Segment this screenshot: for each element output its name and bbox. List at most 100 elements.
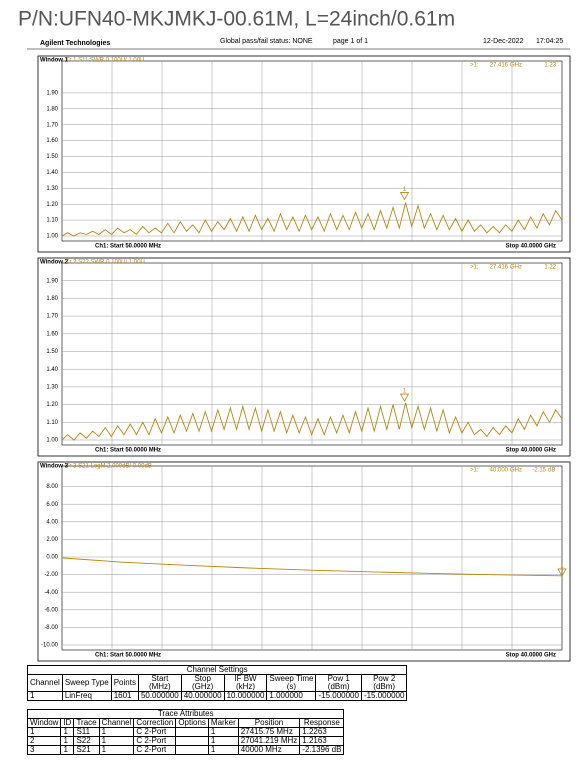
y-tick-label: 1.40 [46, 367, 58, 373]
y-tick-label: 8.00 [46, 484, 58, 490]
y-tick-label: 1.70 [46, 314, 58, 320]
window-label: Window 2 [40, 260, 69, 266]
trace-attributes-table: Trace Attributes Window ID Trace Channel Corr… [26, 709, 345, 755]
y-tick-label: 1.00 [46, 234, 58, 240]
table-cell: 1 [27, 691, 63, 701]
table-cell [175, 745, 209, 755]
date: 12-Dec-2022 [483, 38, 524, 45]
header-text: Channel [30, 678, 60, 687]
table-cell [175, 727, 209, 737]
header-text: Trace [76, 718, 97, 727]
x-start-label: Ch1: Start 50.0000 MHz [95, 244, 161, 250]
marker-x: 27.416 [490, 265, 509, 271]
header-text: Options [178, 718, 206, 727]
column-header: Start (MHz) [137, 674, 182, 692]
marker-x-unit: GHz [510, 468, 522, 474]
table-cell: 1.000000 [266, 691, 317, 701]
trace-label: Tr 2 S22 SWR 0.100U/ 1.00U [66, 260, 145, 266]
window-label: Window 1 [40, 58, 69, 64]
y-tick-label: 2.00 [46, 537, 58, 543]
y-tick-label: 1.70 [46, 122, 58, 128]
y-tick-label: 1.20 [46, 202, 58, 208]
marker-readout-label: >1: [470, 468, 479, 474]
y-tick-label: 4.00 [46, 519, 58, 525]
table-title: Trace Attributes [27, 709, 345, 718]
y-tick-label: 1.10 [46, 420, 58, 426]
y-tick-label: 1.10 [46, 218, 58, 224]
table-cell: 3 [26, 745, 62, 755]
marker-y: -2.15 [532, 468, 546, 474]
x-stop-label: Stop 40.0000 GHz [506, 448, 556, 454]
y-tick-label: 0.00 [46, 555, 58, 561]
time: 17:04:25 [536, 38, 563, 45]
y-tick-label: 1.40 [46, 170, 58, 176]
marker-x: 40.000 [490, 468, 509, 474]
channel-settings-table: Channel Settings Channel Sweep Type Points S… [27, 665, 408, 701]
header-text: Position [254, 718, 284, 727]
table-cell: 10.000000 [223, 691, 268, 701]
table-cell: LinFreq [61, 691, 112, 701]
y-tick-label: 1.60 [46, 331, 58, 337]
header-text: Correction [136, 718, 174, 727]
table-row: 2 1 S22 1 C 2-Port 1 27041.219 MHz 1.2163 [26, 736, 345, 746]
trace-line [61, 557, 563, 577]
header-row: Window ID Trace Channel Correction Options Mar… [26, 718, 345, 728]
table-cell: -15.000000 [360, 691, 408, 701]
header-text: (GHz) [192, 682, 214, 691]
marker-id: 1 [403, 187, 407, 193]
y-tick-label: -2.00 [44, 572, 58, 578]
y-tick-label: 6.00 [46, 502, 58, 508]
header-text: (dBm) [327, 682, 350, 691]
y-tick-label: 1.20 [46, 402, 58, 408]
panel [37, 55, 571, 253]
page-number: page 1 of 1 [333, 38, 368, 45]
marker-x-unit: GHz [510, 63, 522, 69]
column-header: Options [175, 718, 209, 728]
x-start-label: Ch1: Start 50.0000 MHz [95, 653, 161, 659]
header-text: Response [303, 718, 340, 727]
y-tick-label: -8.00 [44, 625, 58, 631]
header-text: Points [113, 678, 136, 687]
page-title: P/N:UFN40-MKJMKJ-00.61M, L=24inch/0.61m [18, 8, 455, 31]
table-cell: 50.000000 [137, 691, 182, 701]
brand: Agilent Technologies [40, 40, 110, 47]
marker-y: 1.22 [544, 265, 556, 271]
y-tick-label: 1.90 [46, 90, 58, 96]
table-cell: C 2-Port [133, 745, 177, 755]
marker-readout-label: >1: [470, 63, 479, 69]
y-tick-label: 1.90 [46, 278, 58, 284]
chart-area: P/N:UFN40-MKJMKJ-00.61M, L=24inch/0.61m … [18, 8, 571, 662]
marker-x-unit: GHz [510, 265, 522, 271]
header-text: (kHz) [235, 682, 256, 691]
header-text: (dBm) [373, 682, 396, 691]
x-start-label: Ch1: Start 50.0000 MHz [95, 448, 161, 454]
y-tick-label: 1.30 [46, 186, 58, 192]
table-cell: -2.1396 dB [299, 745, 345, 755]
y-tick-label: 1.60 [46, 138, 58, 144]
column-header: Points [110, 674, 139, 692]
y-tick-label: -6.00 [44, 607, 58, 613]
x-stop-label: Stop 40.0000 GHz [506, 653, 556, 659]
y-tick-label: 1.30 [46, 384, 58, 390]
y-tick-label: 1.00 [46, 438, 58, 444]
header-text: (MHz) [148, 682, 171, 691]
trace-line [61, 202, 563, 237]
header-text: Sweep Time [269, 674, 314, 683]
marker-id: 1 [560, 563, 564, 569]
y-tick-label: 1.50 [46, 349, 58, 355]
marker-y: 1.23 [544, 63, 556, 69]
panel [37, 257, 571, 457]
header-text: Sweep Type [64, 678, 109, 687]
table-cell: 1 [60, 745, 75, 755]
y-tick-label: 1.50 [46, 154, 58, 160]
trace-label: Tr 3 S21 LogM 2.000dB/ 0.00dB [66, 464, 152, 470]
header-text: Start [151, 674, 169, 683]
status: Global pass/fail status: NONE [220, 38, 313, 45]
y-tick-label: -4.00 [44, 590, 58, 596]
header-text: Stop [194, 674, 211, 683]
table-cell: 1 [207, 745, 239, 755]
column-header: Pow 2 (dBm) [360, 674, 408, 692]
marker-triangle [557, 568, 567, 577]
table-cell: 40.000000 [180, 691, 225, 701]
